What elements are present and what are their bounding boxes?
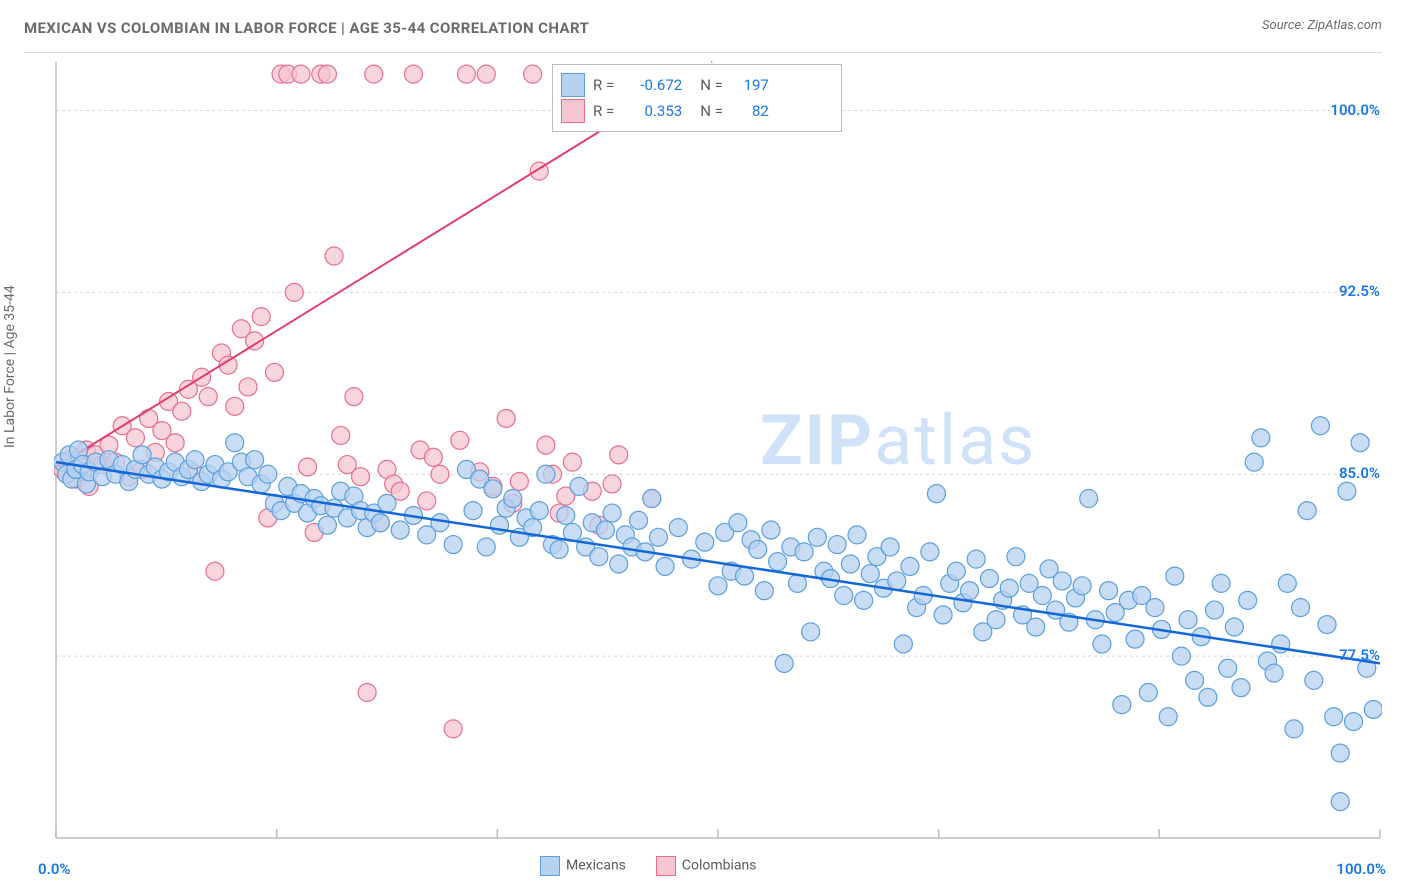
- correlation-legend: R = -0.672 N = 197 R = 0.353 N = 82: [552, 64, 842, 132]
- chart-title: MEXICAN VS COLOMBIAN IN LABOR FORCE | AG…: [24, 19, 589, 37]
- legend-item: Colombians: [656, 856, 757, 876]
- correlation-row: R = 0.353 N = 82: [561, 99, 831, 123]
- y-axis-label: In Labor Force | Age 35-44: [2, 285, 18, 448]
- n-label: N =: [700, 102, 723, 120]
- y-tick-label: 85.0%: [1339, 464, 1380, 482]
- n-value: 197: [733, 76, 769, 94]
- legend-item: Mexicans: [540, 856, 626, 876]
- legend-swatch: [540, 856, 560, 876]
- r-label: R =: [593, 102, 614, 120]
- watermark: ZIPatlas: [760, 400, 1036, 482]
- x-axis-max-label: 100.0%: [1336, 860, 1386, 878]
- legend-swatch: [656, 856, 676, 876]
- series-legend: Mexicans Colombians: [540, 856, 757, 876]
- y-tick-label: 77.5%: [1339, 646, 1380, 664]
- legend-label: Colombians: [682, 858, 757, 874]
- correlation-row: R = -0.672 N = 197: [561, 73, 831, 97]
- legend-swatch: [561, 99, 585, 123]
- scatter-plot: [54, 60, 1382, 840]
- n-value: 82: [733, 102, 769, 120]
- legend-label: Mexicans: [566, 858, 626, 874]
- y-tick-label: 92.5%: [1339, 282, 1380, 300]
- chart-source: Source: ZipAtlas.com: [1262, 18, 1382, 33]
- x-axis-min-label: 0.0%: [38, 860, 70, 878]
- n-label: N =: [700, 76, 723, 94]
- chart-header: MEXICAN VS COLOMBIAN IN LABOR FORCE | AG…: [24, 18, 1382, 53]
- legend-swatch: [561, 73, 585, 97]
- y-tick-label: 100.0%: [1330, 101, 1380, 119]
- r-label: R =: [593, 76, 614, 94]
- r-value: 0.353: [624, 102, 682, 120]
- r-value: -0.672: [624, 76, 682, 94]
